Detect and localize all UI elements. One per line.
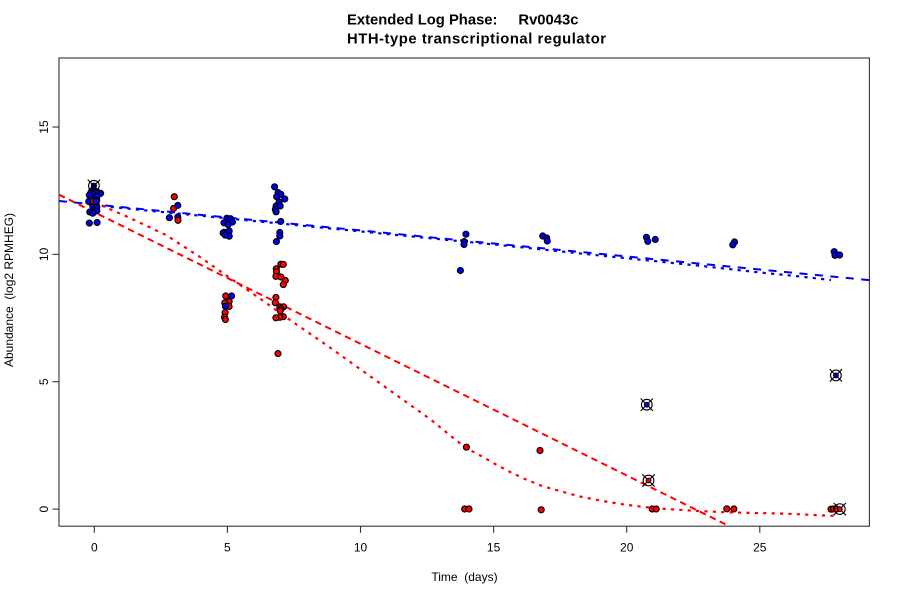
svg-text:15: 15 — [37, 120, 51, 134]
svg-text:25: 25 — [753, 541, 767, 555]
svg-text:5: 5 — [224, 541, 231, 555]
svg-text:15: 15 — [487, 541, 501, 555]
svg-text:Extended Log Phase:: Extended Log Phase: — [347, 13, 497, 29]
svg-text:Time (days): Time (days) — [431, 570, 497, 584]
svg-text:5: 5 — [37, 378, 51, 385]
svg-text:10: 10 — [37, 247, 51, 261]
svg-text:10: 10 — [354, 541, 368, 555]
svg-text:Abundance (log2 RPMHEG): Abundance (log2 RPMHEG) — [2, 213, 16, 367]
svg-text:0: 0 — [91, 541, 98, 555]
svg-text:Rv0043c: Rv0043c — [518, 13, 578, 29]
svg-text:HTH-type transcriptional regul: HTH-type transcriptional regulator — [347, 31, 607, 47]
svg-text:20: 20 — [620, 541, 634, 555]
svg-text:0: 0 — [37, 505, 51, 512]
